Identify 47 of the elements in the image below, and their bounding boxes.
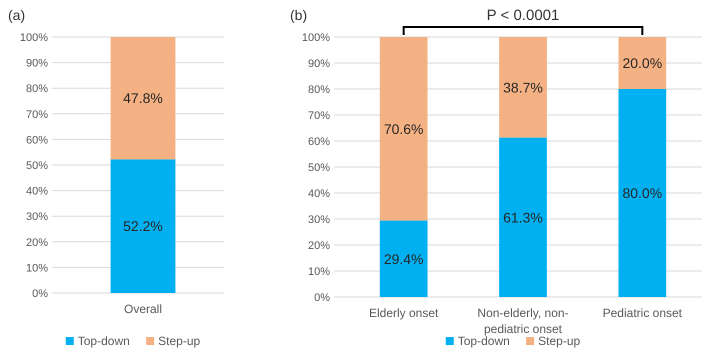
y-tick-label: 20% — [308, 240, 330, 252]
y-tick-label: 50% — [26, 160, 48, 172]
bar — [380, 37, 428, 221]
x-tick-label: Elderly onset — [368, 306, 440, 320]
data-label: 38.7% — [503, 79, 543, 96]
y-tick-label: 0% — [314, 292, 330, 304]
y-tick-label: 10% — [308, 266, 330, 278]
y-tick-label: 60% — [26, 134, 48, 146]
y-tick-label: 80% — [308, 84, 330, 96]
x-tick-label: Overall — [124, 302, 162, 316]
x-tick-label: Pediatric onset — [602, 306, 683, 320]
bar — [499, 138, 547, 297]
legend-label: Step-up — [158, 334, 201, 348]
chart-title: (b) — [290, 7, 308, 23]
chart-title: (a) — [8, 7, 26, 23]
legend-label: Step-up — [538, 334, 581, 348]
bar — [618, 89, 666, 297]
data-label: 52.2% — [123, 218, 163, 234]
y-tick-label: 90% — [26, 58, 48, 70]
y-tick-label: 80% — [26, 83, 48, 96]
y-tick-label: 40% — [26, 186, 48, 198]
text: P < 0.0001 — [486, 7, 560, 24]
legend-label: Top-down — [458, 334, 510, 348]
bar — [380, 220, 428, 297]
y-tick-label: 50% — [308, 162, 330, 174]
data-label: 47.8% — [123, 90, 163, 106]
bar — [499, 37, 547, 138]
y-tick-label: 70% — [308, 110, 330, 122]
x-tick-label: Non-elderly, non-pediatric onset — [477, 306, 569, 336]
data-label: 80.0% — [622, 185, 662, 201]
legend-label: Top-down — [78, 334, 130, 348]
y-tick-label: 10% — [26, 262, 48, 274]
data-label: 20.0% — [622, 55, 662, 71]
y-tick-label: 100% — [302, 32, 330, 44]
y-tick-label: 70% — [26, 108, 48, 121]
y-tick-label: 90% — [308, 58, 330, 70]
y-tick-label: 40% — [308, 188, 330, 200]
y-tick-label: 30% — [26, 211, 48, 224]
y-tick-label: 0% — [32, 288, 48, 300]
bar — [618, 37, 666, 89]
y-tick-label: 30% — [308, 214, 330, 226]
y-tick-label: 100% — [20, 32, 48, 44]
data-label: 61.3% — [503, 209, 543, 226]
data-label: 70.6% — [384, 120, 424, 137]
y-tick-label: 20% — [26, 236, 48, 249]
data-label: 29.4% — [384, 250, 424, 267]
y-tick-label: 60% — [308, 136, 330, 148]
